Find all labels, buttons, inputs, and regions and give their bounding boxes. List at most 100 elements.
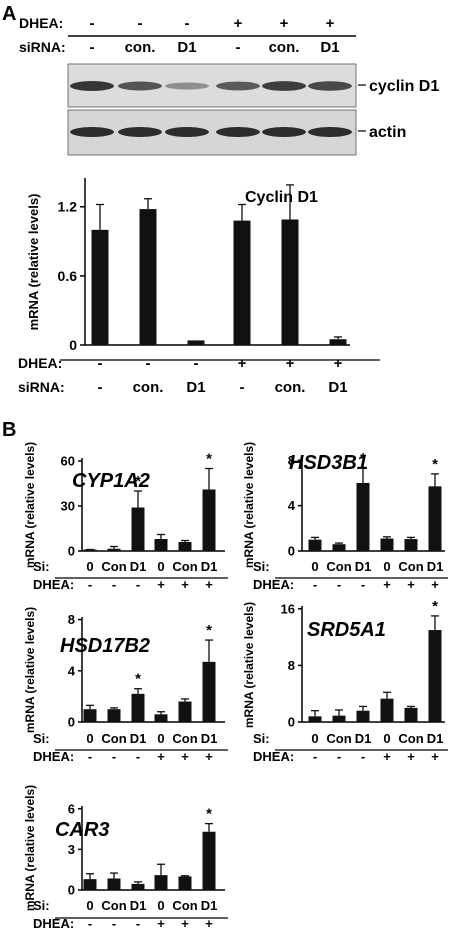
panel-label-b: B — [2, 419, 16, 441]
blot-dhea-value: + — [326, 15, 335, 32]
row2-value: + — [157, 577, 165, 592]
row2-value: - — [337, 749, 341, 764]
row2-value: + — [205, 749, 213, 764]
blot-dhea-value: - — [90, 15, 95, 32]
row2-label: DHEA: — [253, 749, 294, 764]
y-tick-label: 0 — [288, 715, 295, 730]
row1-value: Con — [172, 898, 197, 913]
y-axis-label: mRNA (relative levels) — [242, 442, 256, 568]
bar-0-1 — [308, 716, 322, 722]
bar-0-4 — [154, 539, 168, 551]
row1-label: Si: — [253, 559, 270, 574]
row1-value: 0 — [311, 731, 318, 746]
western-blot: cyclin D1 actin — [67, 63, 439, 156]
bar-d1-6 — [202, 661, 216, 722]
blot-band-cyclin-d1 — [308, 81, 352, 91]
row1-value: Con — [398, 731, 423, 746]
chart-title: HSD3B1 — [289, 452, 368, 474]
significance-marker: * — [432, 598, 438, 615]
y-tick-label: 0 — [288, 544, 295, 559]
blot-sirna-value: - — [236, 39, 241, 56]
row1-value: 0 — [86, 731, 93, 746]
y-tick-label: 8 — [68, 612, 75, 627]
row2-value: + — [205, 577, 213, 592]
bar-d1-6 — [428, 486, 442, 551]
bar-0-4 — [380, 698, 394, 722]
row2-value: + — [431, 577, 439, 592]
blot-band-cyclin-d1 — [118, 81, 162, 91]
row2-value: + — [181, 749, 189, 764]
row2-value: - — [98, 379, 103, 396]
blot-sirna-value: D1 — [320, 39, 339, 56]
row1-value: 0 — [157, 559, 164, 574]
bar-d1-3 — [131, 507, 145, 551]
row1-value: Con — [398, 559, 423, 574]
chart-cyclin-d1: 0 0.6 1.2 mRNA (relative levels) Cyclin D1 DH… — [18, 178, 380, 396]
bar-d1-6 — [428, 630, 442, 722]
y-tick-label: 8 — [288, 453, 295, 468]
row1-value: - — [98, 355, 103, 372]
chart-hsd17b2: 0 4 8 mRNA (relative levels) HSD17B2 * * Si: DHE… — [23, 607, 228, 764]
row1-value: D1 — [201, 731, 218, 746]
row1-value: + — [286, 355, 295, 372]
blot-dhea-value: - — [138, 15, 143, 32]
row2-value: - — [337, 577, 341, 592]
blot-band-actin — [165, 127, 209, 137]
bar-con-5 — [178, 876, 192, 890]
blot-sirna-value: D1 — [177, 39, 196, 56]
bar---2 — [139, 209, 157, 345]
blot-label-actin: actin — [369, 124, 406, 141]
row1-value: D1 — [427, 731, 444, 746]
y-tick-label: 30 — [61, 499, 75, 514]
blot-dhea-value: + — [234, 15, 243, 32]
blot-band-cyclin-d1 — [70, 81, 114, 91]
y-tick-label: 0 — [68, 883, 75, 898]
row1-value: 0 — [383, 559, 390, 574]
row1-value: 0 — [86, 559, 93, 574]
blot-strip-cyclin-d1 — [67, 63, 357, 108]
row2-value: + — [181, 577, 189, 592]
bar-d1-3 — [131, 693, 145, 722]
bar-0-1 — [308, 539, 322, 551]
chart-title: Cyclin D1 — [245, 189, 318, 206]
row2-label: DHEA: — [33, 577, 74, 592]
chart-title: CAR3 — [55, 819, 109, 841]
row2-value: - — [136, 577, 140, 592]
blot-band-actin — [308, 127, 352, 137]
y-tick-label: 0 — [68, 715, 75, 730]
bar---3 — [187, 340, 205, 345]
significance-marker: * — [206, 451, 212, 468]
row1-value: 0 — [157, 898, 164, 913]
blot-band-actin — [70, 127, 114, 137]
y-tick-label: 4 — [68, 663, 76, 678]
row1-value: 0 — [86, 898, 93, 913]
y-axis-label: mRNA (relative levels) — [23, 607, 37, 733]
row2-label: siRNA: — [18, 379, 65, 395]
row2-value: + — [157, 916, 165, 931]
row2-value: - — [313, 749, 317, 764]
y-tick-label: 8 — [288, 658, 295, 673]
blot-band-cyclin-d1 — [262, 81, 306, 91]
bar-0-4 — [154, 714, 168, 722]
y-tick-label: 0 — [68, 544, 75, 559]
row2-value: - — [313, 577, 317, 592]
row2-value: con. — [275, 379, 306, 396]
row1-value: Con — [101, 898, 126, 913]
row1-value: D1 — [355, 559, 372, 574]
blot-band-cyclin-d1 — [165, 82, 209, 90]
bar-con-2 — [332, 544, 346, 551]
row1-value: D1 — [355, 731, 372, 746]
y-tick-label: 3 — [68, 842, 75, 857]
row1-value: Con — [172, 731, 197, 746]
row1-value: 0 — [157, 731, 164, 746]
blot-band-actin — [118, 127, 162, 137]
row2-value: D1 — [328, 379, 347, 396]
row2-label: DHEA: — [33, 749, 74, 764]
bar---5 — [281, 219, 299, 345]
blot-dhea-value: + — [280, 15, 289, 32]
bar-d1-6 — [202, 489, 216, 551]
bar-con-2 — [107, 878, 121, 890]
bar-0-1 — [83, 879, 97, 890]
